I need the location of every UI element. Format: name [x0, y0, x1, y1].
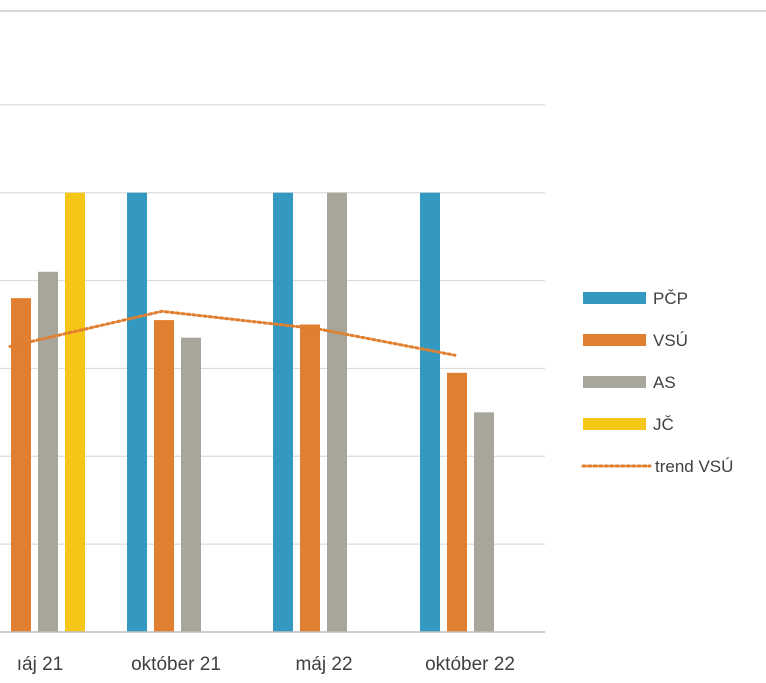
legend: PČP VSÚ AS JČ trend VSÚ: [581, 289, 733, 476]
x-tick-label: ıáj 21: [17, 654, 63, 675]
legend-swatch-JČ: [583, 418, 646, 430]
bar-AS-október 22: [474, 412, 494, 632]
bar-VSÚ-máj 21: [11, 298, 31, 632]
bars: [11, 192, 494, 632]
bar-AS-október 21: [181, 337, 201, 632]
legend-swatch-PČP: [583, 292, 646, 304]
legend-label: JČ: [653, 415, 674, 434]
legend-swatch-AS: [583, 376, 646, 388]
legend-label: VSÚ: [653, 331, 688, 350]
x-tick-label: október 21: [131, 654, 221, 675]
legend-label: AS: [653, 373, 676, 392]
bar-PČP-október 21: [127, 192, 147, 632]
bar-PČP-máj 22: [273, 192, 293, 632]
bar-PČP-október 22: [420, 192, 440, 632]
x-axis-tick-labels: ıáj 21 október 21 máj 22 október 22: [17, 654, 515, 675]
legend-label: PČP: [653, 289, 688, 308]
legend-label: trend VSÚ: [655, 457, 733, 476]
trend-line: [8, 309, 457, 357]
gridlines: [0, 104, 545, 545]
trend-vsu-line: [8, 309, 457, 357]
x-tick-label: október 22: [425, 654, 515, 675]
bar-VSÚ-máj 22: [300, 324, 320, 632]
legend-swatch-VSÚ: [583, 334, 646, 346]
bar-VSÚ-október 22: [447, 372, 467, 632]
x-tick-label: máj 22: [295, 654, 352, 675]
bar-AS-máj 22: [327, 192, 347, 632]
bar-JČ-máj 21: [65, 192, 85, 632]
bar-AS-máj 21: [38, 271, 58, 632]
bar-VSÚ-október 21: [154, 320, 174, 632]
